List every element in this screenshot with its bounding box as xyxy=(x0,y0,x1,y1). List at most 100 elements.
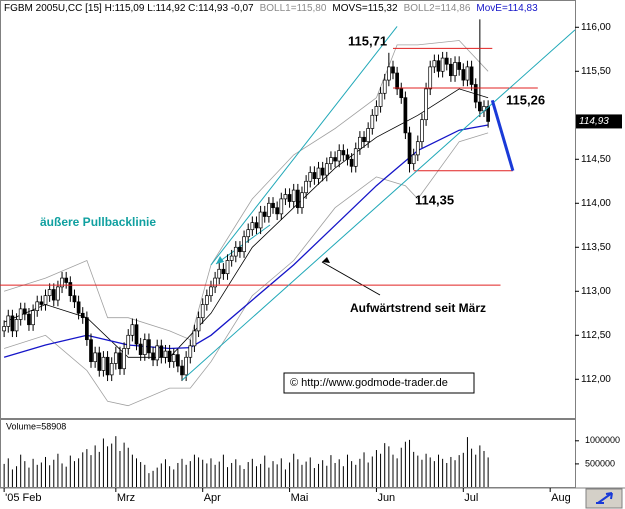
annotation: 115,71 xyxy=(348,33,387,48)
candle-body xyxy=(64,277,69,283)
last-price-box xyxy=(576,114,622,129)
candle-body xyxy=(473,84,478,103)
candle-body xyxy=(424,88,428,121)
annotation: 115,26 xyxy=(506,92,545,107)
chart-title: FGBM 2005U,CC [15] H:115,09 L:114,92 C:1… xyxy=(4,3,254,14)
candle-body xyxy=(76,301,81,314)
candle-body xyxy=(295,189,300,209)
candle-body xyxy=(229,255,234,261)
x-tick-label: Jun xyxy=(377,492,395,504)
candle-body xyxy=(415,141,420,156)
candle-body xyxy=(89,339,93,363)
candle-body xyxy=(35,301,40,311)
y-tick-label: 112,00 xyxy=(581,374,611,385)
candle-body xyxy=(238,246,242,253)
candle-body xyxy=(43,295,48,305)
y-tick-label: 114,50 xyxy=(581,154,611,165)
trend-line xyxy=(210,26,398,266)
candle-body xyxy=(105,356,110,376)
candle-body xyxy=(51,289,56,301)
annotation: 114,35 xyxy=(415,192,454,207)
candle-body xyxy=(465,66,470,81)
candle-body xyxy=(407,132,412,165)
x-tick-label: Mai xyxy=(291,492,309,504)
candle-body xyxy=(341,150,346,156)
candle-body xyxy=(163,350,168,358)
candle-body xyxy=(386,66,391,81)
volume-tick-label: 500000 xyxy=(585,458,615,468)
candle-body xyxy=(320,167,325,176)
indicator-line xyxy=(3,40,489,341)
candle-body xyxy=(171,354,176,363)
indicator-label: BOLL2=114,86 xyxy=(404,3,471,14)
x-tick-label: Aug xyxy=(551,492,571,504)
candle-body xyxy=(221,268,226,275)
candle-body xyxy=(47,289,52,297)
candle-body xyxy=(337,150,342,162)
candle-body xyxy=(345,154,350,160)
candle-body xyxy=(444,57,449,65)
candle-body xyxy=(370,114,375,129)
candle-body xyxy=(403,97,408,134)
candle-body xyxy=(453,62,457,77)
candle-body xyxy=(316,167,321,179)
annotation-arrowhead xyxy=(322,257,330,263)
x-tick-label: Apr xyxy=(204,492,221,504)
trend-line xyxy=(181,29,576,381)
candle-body xyxy=(246,229,251,238)
candle-body xyxy=(97,352,102,371)
annotation-arrow xyxy=(321,261,381,296)
candle-body xyxy=(109,363,114,376)
candle-body xyxy=(204,295,209,305)
candle-body xyxy=(138,343,143,355)
candle-body xyxy=(308,172,313,182)
candle-body xyxy=(250,222,255,231)
candle-body xyxy=(358,136,362,150)
candle-body xyxy=(291,189,296,202)
y-tick-label: 112,50 xyxy=(581,330,611,341)
candle-body xyxy=(440,57,445,72)
candle-body xyxy=(333,157,337,162)
candle-body xyxy=(436,60,441,72)
candle-body xyxy=(378,92,383,107)
candle-body xyxy=(31,310,35,326)
candle-body xyxy=(188,345,193,358)
candle-body xyxy=(80,312,85,319)
indicator-line xyxy=(3,132,489,407)
trend-line xyxy=(490,99,515,172)
y-tick-label: 113,50 xyxy=(581,242,611,253)
candle-body xyxy=(27,313,31,326)
candle-body xyxy=(93,352,97,363)
candle-body xyxy=(271,202,275,209)
candle-body xyxy=(258,211,263,229)
annotation: äußere Pullbacklinie xyxy=(40,215,156,229)
candle-body xyxy=(14,319,19,332)
candle-body xyxy=(432,60,437,68)
candle-body xyxy=(399,88,404,99)
x-tick-label: '05 Feb xyxy=(5,492,41,504)
candle-body xyxy=(461,69,466,81)
candle-body xyxy=(10,315,15,332)
candle-body xyxy=(262,211,267,217)
candle-body xyxy=(85,317,89,341)
candle-body xyxy=(180,365,184,376)
candle-body xyxy=(217,268,222,279)
candle-body xyxy=(39,301,44,305)
copyright-box xyxy=(283,372,475,394)
candle-body xyxy=(242,236,246,253)
candle-body xyxy=(118,352,122,370)
candle-body xyxy=(134,324,139,345)
candle-body xyxy=(469,66,474,85)
candle-body xyxy=(159,345,164,358)
candle-body xyxy=(304,180,308,194)
chart-header: FGBM 2005U,CC [15] H:115,09 L:114,92 C:1… xyxy=(4,3,538,14)
candle-body xyxy=(300,192,304,209)
candle-body xyxy=(56,286,60,301)
candle-body xyxy=(275,207,280,215)
candle-body xyxy=(101,356,106,371)
candle-body xyxy=(192,330,197,347)
candle-body xyxy=(411,154,416,165)
volume-tick-label: 1000000 xyxy=(585,435,620,445)
